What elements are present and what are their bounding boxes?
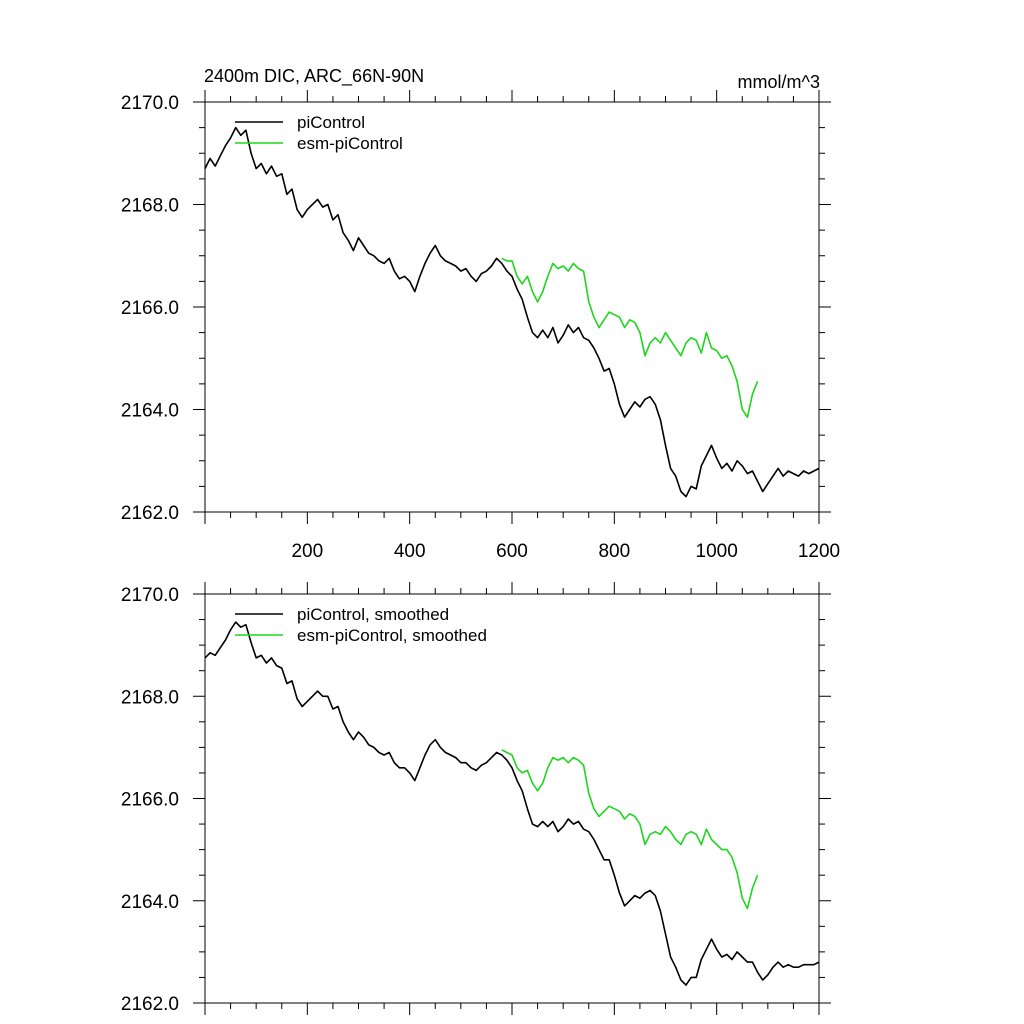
series-line-0 [204, 126, 820, 498]
y-tick-label: 2170.0 [121, 93, 179, 114]
x-tick-label: 1000 [696, 541, 738, 562]
y-tick-label: 2166.0 [121, 790, 179, 811]
y-tick-label: 2166.0 [121, 298, 179, 319]
legend-label-1: esm-piControl, smoothed [297, 626, 487, 645]
x-tick-label: 800 [598, 541, 630, 562]
x-tick-label: 1200 [798, 541, 840, 562]
units-label: mmol/m^3 [738, 72, 820, 92]
legend-label-0: piControl, smoothed [297, 605, 449, 624]
legend-label-0: piControl [297, 113, 365, 132]
x-tick-label: 400 [394, 541, 426, 562]
chart-title: 2400m DIC, ARC_66N-90N [204, 66, 424, 87]
y-tick-label: 2162.0 [121, 994, 179, 1015]
legend-label-1: esm-piControl [297, 134, 403, 153]
bottom-panel: 2162.0 2164.0 2166.0 2168.0 2170.0 piControl… [121, 582, 831, 1015]
y-tick-label: 2168.0 [121, 687, 179, 708]
x-tick-label: 600 [496, 541, 528, 562]
series-line-1 [501, 257, 759, 419]
top-panel: 2400m DIC, ARC_66N-90N mmol/m^3 2162.0 21… [121, 66, 840, 562]
series-line-0 [204, 621, 820, 986]
top-plot-frame [204, 101, 820, 513]
y-tick-label: 2164.0 [121, 401, 179, 422]
x-tick-label: 200 [291, 541, 323, 562]
y-tick-label: 2170.0 [121, 585, 179, 606]
y-tick-label: 2162.0 [121, 503, 179, 524]
bottom-plot-frame [204, 593, 820, 1004]
y-tick-label: 2168.0 [121, 196, 179, 217]
series-line-1 [501, 749, 759, 910]
y-tick-label: 2164.0 [121, 892, 179, 913]
